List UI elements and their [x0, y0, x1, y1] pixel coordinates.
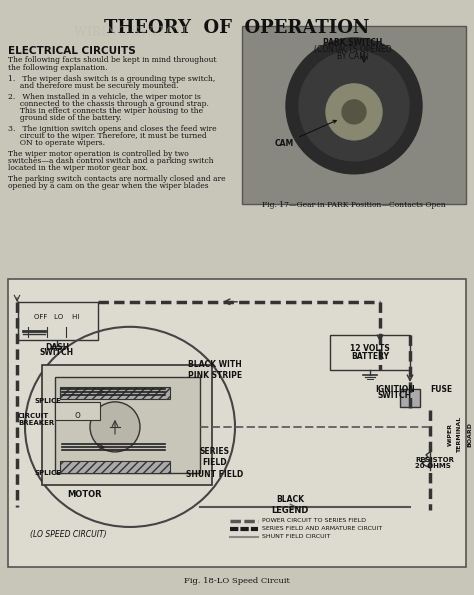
- Text: DASH: DASH: [45, 343, 69, 352]
- Text: BATTERY: BATTERY: [351, 352, 389, 361]
- Text: BLACK WITH
PINK STRIPE: BLACK WITH PINK STRIPE: [188, 360, 242, 380]
- Bar: [42, 365, 212, 485]
- Text: 3.   The ignition switch opens and closes the feed wire: 3. The ignition switch opens and closes …: [8, 125, 217, 133]
- Text: The wiper motor operation is controlled by two: The wiper motor operation is controlled …: [8, 150, 189, 158]
- Text: This in effect connects the wiper housing to the: This in effect connects the wiper housin…: [8, 107, 203, 115]
- Text: SHUNT FIELD: SHUNT FIELD: [186, 471, 244, 480]
- Text: o: o: [74, 410, 80, 420]
- Text: Fig. 18-LO Speed Circuit: Fig. 18-LO Speed Circuit: [184, 577, 290, 585]
- Text: located in the wiper motor gear box.: located in the wiper motor gear box.: [8, 164, 148, 172]
- Bar: [242, 26, 466, 203]
- Circle shape: [286, 38, 422, 174]
- Text: circuit to the wiper. Therefore, it must be turned: circuit to the wiper. Therefore, it must…: [8, 132, 207, 140]
- Text: 12 VOLTS: 12 VOLTS: [350, 345, 390, 353]
- Text: and therefore must be securely mounted.: and therefore must be securely mounted.: [8, 82, 179, 90]
- Text: SPLICE: SPLICE: [35, 398, 62, 404]
- Text: opened by a cam on the gear when the wiper blades: opened by a cam on the gear when the wip…: [8, 182, 209, 190]
- Bar: [55, 402, 100, 420]
- Text: LEGEND: LEGEND: [271, 506, 309, 515]
- Text: SERIES FIELD AND ARMATURE CIRCUIT: SERIES FIELD AND ARMATURE CIRCUIT: [262, 527, 382, 531]
- Circle shape: [342, 100, 366, 124]
- Bar: [18, 302, 98, 340]
- Bar: [60, 461, 170, 473]
- Text: switches—a dash control switch and a parking switch: switches—a dash control switch and a par…: [8, 157, 214, 165]
- Text: POWER CIRCUIT TO SERIES FIELD: POWER CIRCUIT TO SERIES FIELD: [262, 518, 366, 524]
- Text: SERIES
FIELD: SERIES FIELD: [200, 447, 230, 466]
- Text: SHUNT FIELD CIRCUIT: SHUNT FIELD CIRCUIT: [262, 534, 330, 540]
- Text: (LO SPEED CIRCUIT): (LO SPEED CIRCUIT): [30, 531, 107, 540]
- Text: IGNITION: IGNITION: [375, 386, 415, 394]
- Bar: [8, 279, 466, 567]
- Circle shape: [90, 402, 140, 452]
- Text: SWITCH: SWITCH: [40, 348, 74, 357]
- Circle shape: [299, 51, 409, 161]
- Circle shape: [326, 84, 382, 140]
- Text: ground side of the battery.: ground side of the battery.: [8, 114, 121, 122]
- Text: 2.   When installed in a vehicle, the wiper motor is: 2. When installed in a vehicle, the wipe…: [8, 93, 201, 101]
- Text: 20 OHMS: 20 OHMS: [415, 463, 451, 469]
- Text: CIRCUIT
BREAKER: CIRCUIT BREAKER: [18, 414, 54, 427]
- Text: TERMINAL: TERMINAL: [457, 416, 463, 453]
- Text: connected to the chassis through a ground strap.: connected to the chassis through a groun…: [8, 100, 209, 108]
- Bar: [60, 387, 170, 399]
- Bar: [330, 335, 410, 370]
- Text: CAM: CAM: [275, 120, 337, 148]
- Text: BOARD: BOARD: [467, 422, 473, 447]
- Text: ON to operate wipers.: ON to operate wipers.: [8, 139, 105, 147]
- Text: SPLICE: SPLICE: [35, 470, 62, 476]
- Bar: [400, 389, 420, 407]
- Text: (CONTACTS OPENED: (CONTACTS OPENED: [314, 45, 392, 54]
- Text: BLACK: BLACK: [276, 495, 304, 504]
- Text: The following facts should be kept in mind throughout: The following facts should be kept in mi…: [8, 56, 217, 64]
- Text: WIPER: WIPER: [447, 424, 453, 446]
- Text: the following explanation.: the following explanation.: [8, 64, 108, 72]
- Text: PARK SWITCH: PARK SWITCH: [323, 38, 383, 47]
- Text: SWITCH: SWITCH: [378, 392, 412, 400]
- Text: WIRING SWITCH: WIRING SWITCH: [73, 26, 186, 39]
- Text: BY CAM): BY CAM): [337, 52, 369, 61]
- Text: OFF   LO    HI: OFF LO HI: [34, 314, 80, 320]
- Text: 1.   The wiper dash switch is a grounding type switch,: 1. The wiper dash switch is a grounding …: [8, 75, 215, 83]
- Text: Fig. 17—Gear in PARK Position—Contacts Open: Fig. 17—Gear in PARK Position—Contacts O…: [262, 201, 446, 209]
- Text: FUSE: FUSE: [430, 386, 452, 394]
- Bar: [55, 377, 200, 473]
- Text: MOTOR: MOTOR: [68, 490, 102, 499]
- Text: RESISTOR: RESISTOR: [415, 457, 454, 463]
- Text: The parking switch contacts are normally closed and are: The parking switch contacts are normally…: [8, 175, 226, 183]
- Text: THEORY  OF  OPERATION: THEORY OF OPERATION: [104, 19, 370, 37]
- Text: ELECTRICAL CIRCUITS: ELECTRICAL CIRCUITS: [8, 46, 136, 56]
